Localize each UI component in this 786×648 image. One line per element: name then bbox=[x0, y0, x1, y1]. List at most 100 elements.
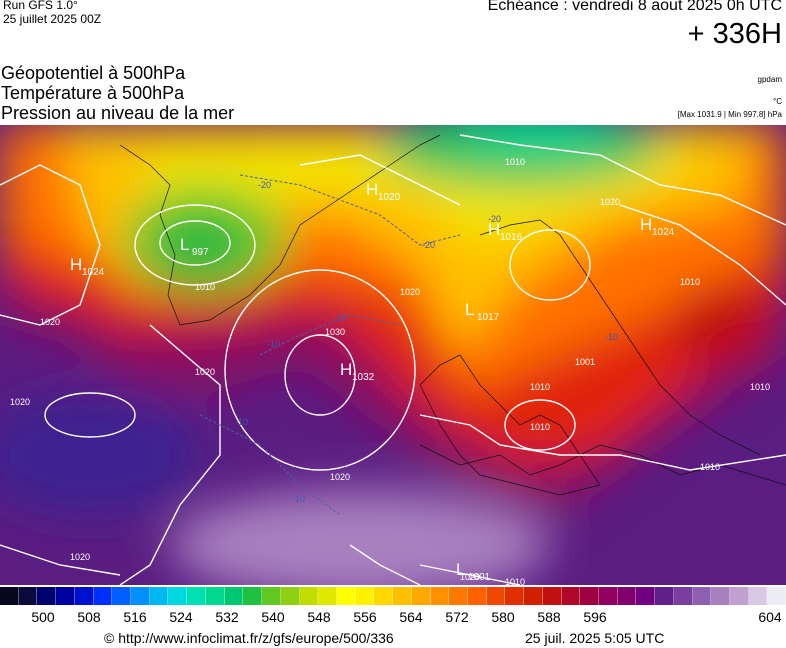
isobar-label: 1010 bbox=[680, 277, 700, 287]
layer-title-temperature: Température à 500hPa bbox=[1, 83, 185, 103]
colorbar-swatch bbox=[243, 587, 263, 605]
isobar-label: 1020 bbox=[195, 367, 215, 377]
isobar-label: 1020 bbox=[10, 397, 30, 407]
colorbar-tick: 516 bbox=[123, 609, 147, 625]
colorbar-swatch bbox=[767, 587, 786, 605]
colorbar-swatch bbox=[56, 587, 75, 605]
lead-time: + 336H bbox=[687, 18, 782, 50]
colorbar-tick: 564 bbox=[399, 609, 423, 625]
isobar-label: 1020 bbox=[460, 572, 480, 582]
unit-temperature: °C bbox=[773, 97, 782, 106]
colorbar-tick: 604 bbox=[758, 609, 782, 625]
high-pressure-center: H 1016 bbox=[488, 220, 523, 243]
colorbar bbox=[0, 587, 786, 605]
isotherm-label: -10 bbox=[235, 417, 248, 427]
colorbar-swatch bbox=[93, 587, 113, 605]
pressure-range-label: [Max 1031.9 | Min 997.8] hPa bbox=[677, 110, 782, 119]
geopotential-field bbox=[0, 125, 786, 585]
pressure-center-value: 1017 bbox=[477, 312, 500, 323]
colorbar-swatch bbox=[280, 587, 300, 605]
colorbar-ticks: 500 508 516 524 532 540 548 556 564 572 580 588 596 6… bbox=[0, 609, 786, 627]
colorbar-tick: 508 bbox=[77, 609, 101, 625]
isotherm-label: -20 bbox=[258, 180, 271, 190]
colorbar-tick: 532 bbox=[215, 609, 239, 625]
low-pressure-center: L 1001 bbox=[456, 560, 491, 583]
colorbar-swatch bbox=[580, 587, 599, 605]
high-pressure-center: H 1024 bbox=[640, 215, 675, 238]
colorbar-tick: 572 bbox=[445, 609, 469, 625]
colorbar-swatch bbox=[37, 587, 57, 605]
colorbar-swatch bbox=[449, 587, 468, 605]
colorbar-swatch bbox=[205, 587, 225, 605]
isobar-label: 1010 bbox=[505, 157, 525, 167]
high-pressure-center: H 1024 bbox=[70, 255, 105, 278]
pressure-center-value: 1032 bbox=[352, 372, 375, 383]
colorbar-tick: 500 bbox=[31, 609, 55, 625]
isobar-label: 1010 bbox=[750, 382, 770, 392]
colorbar-tick: 588 bbox=[537, 609, 561, 625]
colorbar-swatch bbox=[336, 587, 356, 605]
colorbar-swatch bbox=[748, 587, 768, 605]
colorbar-swatch bbox=[0, 587, 19, 605]
pressure-center-value: 1024 bbox=[82, 267, 105, 278]
high-pressure-center: H 1020 bbox=[366, 180, 401, 203]
pressure-center-letter: L bbox=[180, 235, 189, 254]
source-url: © http://www.infoclimat.fr/z/gfs/europe/… bbox=[104, 630, 394, 646]
colorbar-swatch bbox=[374, 587, 394, 605]
pressure-center-value: 1024 bbox=[652, 227, 675, 238]
colorbar-swatch bbox=[168, 587, 188, 605]
colorbar-swatch bbox=[673, 587, 693, 605]
generated-time: 25 juil. 2025 5:05 UTC bbox=[525, 630, 665, 646]
colorbar-swatch bbox=[74, 587, 94, 605]
colorbar-swatch bbox=[131, 587, 150, 605]
pressure-center-value: 1020 bbox=[378, 192, 401, 203]
colorbar-swatch bbox=[187, 587, 206, 605]
isotherms bbox=[199, 174, 461, 516]
colorbar-swatch bbox=[617, 587, 637, 605]
isobar-label: 1010 bbox=[530, 382, 550, 392]
isobar-label: 1010 bbox=[195, 282, 215, 292]
run-date: 25 juillet 2025 00Z bbox=[3, 12, 102, 26]
colorbar-swatch bbox=[730, 587, 749, 605]
pressure-center-letter: L bbox=[465, 300, 474, 319]
colorbar-swatch bbox=[262, 587, 281, 605]
isotherm-labels: -20 -20 -20 -10 -10 -10 -10 -10 bbox=[235, 180, 618, 504]
low-pressure-center: L 1017 bbox=[465, 300, 500, 323]
isobars bbox=[0, 134, 786, 585]
colorbar-swatch bbox=[467, 587, 487, 605]
pressure-center-letter: H bbox=[70, 255, 82, 274]
isotherm-label: -10 bbox=[333, 313, 346, 323]
colorbar-swatch bbox=[112, 587, 132, 605]
colorbar-swatch bbox=[711, 587, 731, 605]
high-pressure-center: H 1032 bbox=[340, 360, 375, 383]
colorbar-tick: 548 bbox=[307, 609, 331, 625]
isotherm-label: -10 bbox=[292, 494, 305, 504]
colorbar-tick: 540 bbox=[261, 609, 285, 625]
isotherm-label: -10 bbox=[605, 332, 618, 342]
unit-geopotential: gpdam bbox=[757, 75, 782, 84]
layer-title-pressure: Pression au niveau de la mer bbox=[1, 103, 235, 123]
isobar-labels: 1010 1020 1020 1020 1020 1020 1030 1020 1020 1010… bbox=[10, 157, 770, 585]
colorbar-swatch bbox=[636, 587, 656, 605]
colorbar-swatch bbox=[561, 587, 581, 605]
isobar-label: 1020 bbox=[600, 197, 620, 207]
colorbar-swatch bbox=[355, 587, 375, 605]
isobar-label: 1020 bbox=[330, 472, 350, 482]
pressure-center-value: 997 bbox=[192, 247, 209, 258]
colorbar-tick: 556 bbox=[353, 609, 377, 625]
pressure-center-letter: H bbox=[340, 360, 352, 379]
colorbar-swatch bbox=[149, 587, 169, 605]
valid-time-label: Echéance : vendredi 8 aout 2025 0h UTC bbox=[487, 0, 782, 14]
colorbar-swatch bbox=[655, 587, 674, 605]
colorbar-tick: 580 bbox=[491, 609, 515, 625]
isobar-label: 1010 bbox=[700, 462, 720, 472]
isobar-label: 1020 bbox=[70, 552, 90, 562]
isotherm-label: -10 bbox=[267, 339, 280, 349]
colorbar-swatch bbox=[411, 587, 431, 605]
colorbar-swatch bbox=[224, 587, 244, 605]
isobar-label: 1001 bbox=[575, 357, 595, 367]
colorbar-swatch bbox=[692, 587, 712, 605]
pressure-center-letter: H bbox=[366, 180, 378, 199]
